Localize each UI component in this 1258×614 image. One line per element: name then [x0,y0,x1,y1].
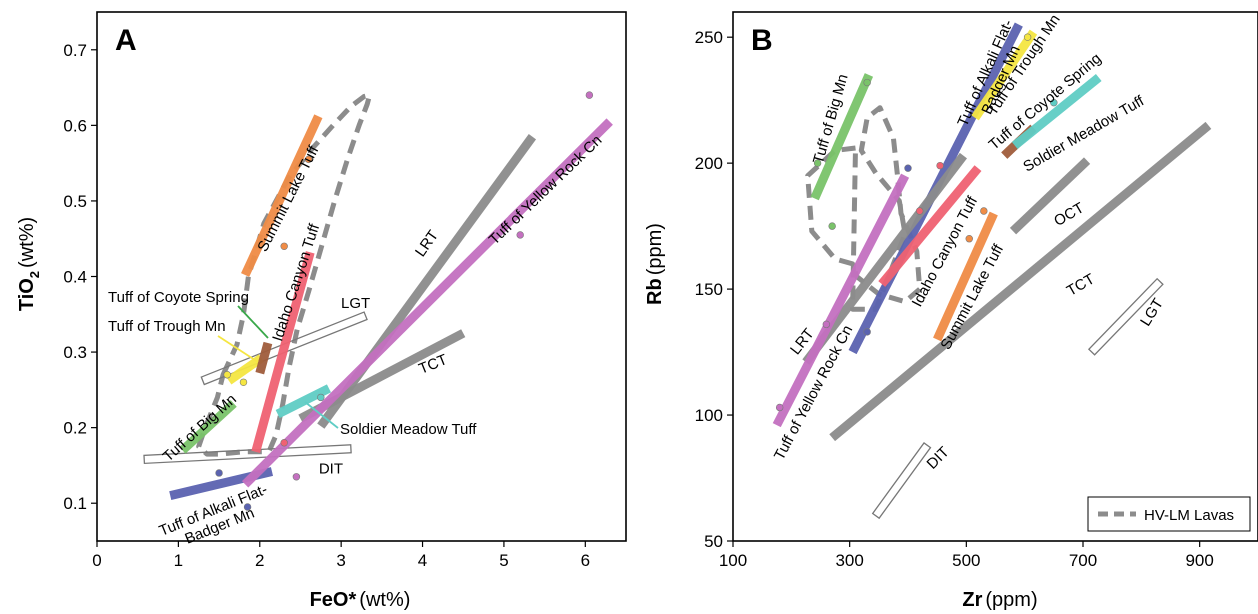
panel-b-trend-lrt [802,152,967,365]
panel-b-x-tick-label: 700 [1069,551,1097,570]
panel-a-y-axis-title: TiO2(wt%) [16,217,42,311]
panel-b-trend-idaho-canyon-tuff [878,165,982,287]
panel-a-label-lrt: LRT [412,227,442,260]
panel-b-y-tick-label: 250 [695,28,723,47]
panel-b-y-axis-title: Rb(ppm) [644,223,666,305]
panel-a-x-tick-label: 4 [418,551,427,570]
panel-a-y-tick-label: 0.7 [63,41,87,60]
panel-b-data-point [1050,98,1058,107]
panel-b-x-tick-label: 100 [719,551,747,570]
panel-a-trend-idaho-canyon-tuff [251,251,315,454]
panel-a-y-tick-label: 0.1 [63,494,87,513]
panel-a-data-point [243,503,252,511]
panel-a-y-tick-label: 0.6 [63,116,87,135]
panel-a-annotation-tuff-of-coyote-spring: Tuff of Coyote Spring [108,289,249,306]
panel-b-data-point [980,207,988,215]
panel-b-x-tick-label: 300 [835,551,863,570]
panel-b-hvlm-outline [805,105,923,312]
panel-a-data-point [223,371,231,379]
panel-b-label-tuff-of-yellow-rock-cn: Tuff of Yellow Rock Cn [771,323,856,464]
panel-b-y-tick-label: 150 [695,280,723,299]
panel-b-x-axis-title: Zr (ppm) [962,589,1037,611]
panel-a-letter: A [115,24,137,57]
panel-b-x-tick-label: 900 [1185,551,1213,570]
panel-b-letter: B [751,24,773,57]
panel-b-data-point [915,207,924,215]
panel-b-trend-tuff-of-trough-mn [971,29,1038,121]
panel-a-leader-tuff-of-coyote-spring [237,305,269,339]
panel-a-trend-tuff-of-trough-mn [226,354,264,385]
panel-b-field-label-lgt: LGT [1137,296,1167,330]
panel-a-data-point [516,231,524,239]
panel-a-field-label-dit: DIT [319,460,343,477]
panel-b-y-tick-label: 100 [695,406,723,425]
panel-a-data-point [304,155,313,164]
panel-a-y-tick-label: 0.3 [63,343,87,362]
panel-b-legend-label: HV-LM Lavas [1144,507,1234,524]
panel-b-y-tick-label: 50 [704,532,723,551]
panel-a-leader-soldier-meadow-tuff [304,401,339,429]
panel-b-data-point [965,235,973,243]
panel-a-data-point [280,242,288,250]
panel-a-trend-summit-lake-tuff [241,114,323,277]
panel-b-data-point [822,320,831,329]
panel-b-y-tick-label: 200 [695,154,723,173]
panel-b-data-point [828,222,836,230]
panel-b-trend-summit-lake-tuff [933,211,998,342]
panel-b-data-point [813,159,822,167]
panel-a-trend-soldier-meadow-tuff [275,384,331,419]
panel-a-label-idaho-canyon-tuff: Idaho Canyon Tuff [269,221,323,343]
panel-a-leader-tuff-of-trough-mn [217,335,259,363]
panel-a-x-tick-label: 1 [174,551,183,570]
panel-a-annotation-soldier-meadow-tuff: Soldier Meadow Tuff [340,421,477,438]
panel-b-x-tick-label: 500 [952,551,980,570]
panel-a-data-point [211,416,219,424]
panel-b-label-tct: TCT [1064,271,1098,300]
panel-a-x-tick-label: 2 [255,551,264,570]
panel-b-plot-frame [732,11,1258,542]
panel-a-y-tick-label: 0.2 [63,419,87,438]
panel-b-trend-tuff-of-yellow-rock-cn [772,173,910,428]
panel-b-data-point [1023,33,1032,41]
panel-b-field-dit [871,442,932,520]
panel-b-data-point [863,78,871,87]
panel-a-data-point [292,473,301,481]
panel-b-trend-tct [829,121,1212,442]
panel-b-trend-soldier-meadow-tuff [1011,73,1102,150]
panel-a-data-point [239,378,248,386]
panel-a-data-point [317,393,325,402]
panel-a-x-tick-label: 5 [499,551,508,570]
panel-a-trend-tuff-of-coyote-spring [255,341,273,375]
panel-a-data-point [280,439,288,447]
panel-a-field-dit [143,444,352,465]
panel-a-label-tuff-of-yellow-rock-cn: Tuff of Yellow Rock Cn [486,132,606,248]
panel-b-data-point [904,164,912,172]
panel-b-trend-tuff-of-big-mn [810,73,874,201]
panel-a-field-label-lgt: LGT [341,295,370,312]
panel-a-trend-tuff-of-big-mn [179,400,237,454]
panel-a-x-tick-label: 0 [92,551,101,570]
panel-a-x-tick-label: 6 [581,551,590,570]
panel-b-field-lgt [1087,277,1164,356]
panel-a-data-point [215,469,223,477]
panel-a-y-tick-label: 0.4 [63,268,87,287]
panel-b-trend-oct [1009,157,1091,235]
panel-b-data-point [863,328,871,336]
panel-b-data-point [936,161,944,170]
panel-a-y-tick-label: 0.5 [63,192,87,211]
panel-b-legend [1087,496,1251,532]
panel-a-trend-tuff-of-yellow-rock-cn [241,118,613,488]
panel-a-annotation-tuff-of-trough-mn: Tuff of Trough Mn [108,318,226,335]
panel-a-x-axis-title: FeO* (wt%) [310,589,411,611]
panel-a-data-point [585,91,594,99]
panel-b-data-point [775,403,784,412]
panel-b-field-label-dit: DIT [924,444,953,473]
panel-a-x-tick-label: 3 [336,551,345,570]
